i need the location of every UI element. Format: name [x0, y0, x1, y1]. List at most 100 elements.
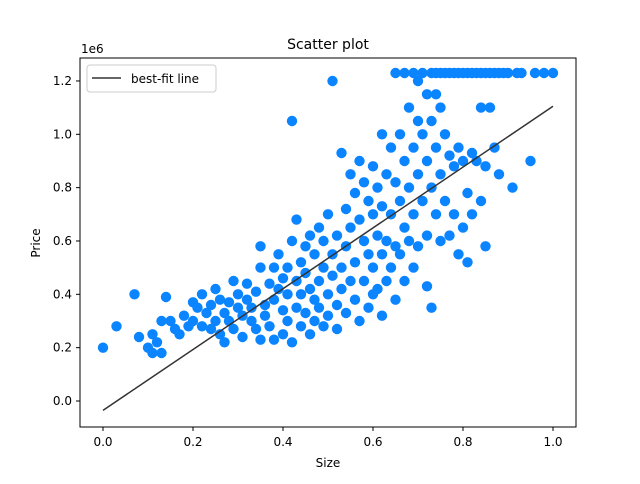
data-point: [376, 129, 388, 140]
data-point: [286, 115, 298, 127]
data-point: [309, 294, 320, 305]
data-point: [349, 294, 361, 305]
data-point: [462, 187, 473, 199]
data-point: [399, 67, 410, 79]
chart-title: Scatter plot: [287, 37, 369, 53]
data-point: [372, 230, 383, 241]
data-point: [340, 307, 352, 319]
data-point: [408, 142, 419, 153]
data-point: [408, 67, 419, 79]
data-point: [178, 310, 190, 321]
data-point: [111, 321, 122, 332]
data-point: [214, 294, 226, 305]
data-point: [147, 329, 158, 340]
data-point: [403, 102, 415, 113]
y-offset-label: 1e6: [81, 42, 104, 56]
data-point: [417, 129, 428, 140]
data-point: [435, 235, 446, 247]
data-point: [304, 230, 316, 241]
data-point: [129, 289, 140, 300]
data-point: [192, 302, 203, 313]
data-point: [426, 302, 437, 313]
data-point: [273, 283, 284, 295]
data-point: [349, 257, 361, 268]
data-point: [336, 147, 347, 159]
data-point: [376, 201, 388, 212]
data-point: [327, 75, 338, 87]
data-point: [354, 155, 365, 167]
data-point: [246, 302, 257, 313]
data-point: [525, 155, 536, 167]
data-point: [345, 275, 356, 287]
data-point: [466, 147, 478, 159]
x-tick-label: 0.8: [453, 435, 472, 449]
data-point: [196, 321, 208, 332]
data-point: [322, 209, 334, 220]
data-point: [264, 278, 275, 289]
data-point: [160, 291, 172, 303]
data-point: [291, 302, 302, 313]
data-point: [547, 67, 559, 79]
data-point: [412, 75, 424, 87]
data-point: [412, 241, 424, 252]
data-point: [340, 203, 352, 215]
data-point: [502, 67, 514, 79]
data-point: [205, 299, 217, 311]
data-point: [516, 67, 527, 79]
data-point: [507, 182, 518, 193]
data-point: [376, 249, 388, 260]
data-point: [318, 321, 329, 332]
data-point: [259, 310, 271, 321]
data-point: [273, 249, 284, 260]
data-point: [448, 209, 460, 220]
legend-box: [86, 64, 217, 93]
data-point: [363, 195, 374, 207]
data-point: [237, 331, 248, 343]
legend: best-fit line: [86, 64, 217, 93]
data-point: [246, 315, 257, 327]
data-point: [268, 294, 280, 305]
data-point: [97, 342, 109, 353]
data-point: [313, 275, 325, 287]
axes-frame: [79, 57, 577, 428]
data-point: [412, 169, 424, 180]
data-point: [381, 275, 392, 287]
scatter-points: [97, 67, 559, 359]
data-point: [358, 235, 370, 247]
x-tick-label: 0.0: [93, 435, 112, 449]
data-point: [354, 315, 365, 327]
data-point: [313, 222, 325, 233]
data-point: [408, 209, 419, 220]
data-point: [471, 155, 482, 167]
data-point: [241, 294, 253, 305]
data-point: [421, 281, 433, 292]
data-point: [219, 307, 230, 319]
data-point: [430, 89, 442, 100]
y-axis-ticks: 0.0 0.2 0.4 0.6 0.8 1.0 1.2: [53, 74, 80, 408]
x-axis-label: Size: [316, 456, 341, 470]
data-point: [381, 235, 392, 247]
data-point: [219, 337, 230, 348]
data-point: [390, 294, 401, 305]
data-point: [408, 262, 419, 273]
data-point: [457, 155, 469, 167]
data-point: [133, 331, 145, 343]
data-point: [385, 142, 397, 153]
data-point: [228, 275, 239, 287]
y-tick-label: 1.0: [53, 127, 72, 141]
x-tick-label: 0.4: [273, 435, 292, 449]
data-point: [448, 161, 460, 172]
data-point: [390, 241, 401, 252]
data-point: [322, 310, 334, 321]
data-point: [268, 334, 280, 345]
data-point: [421, 230, 433, 241]
data-point: [250, 286, 262, 297]
data-point: [426, 115, 437, 127]
data-point: [201, 307, 212, 319]
data-point: [367, 209, 379, 220]
data-point: [480, 161, 491, 172]
data-point: [322, 289, 334, 300]
data-point: [196, 289, 208, 300]
